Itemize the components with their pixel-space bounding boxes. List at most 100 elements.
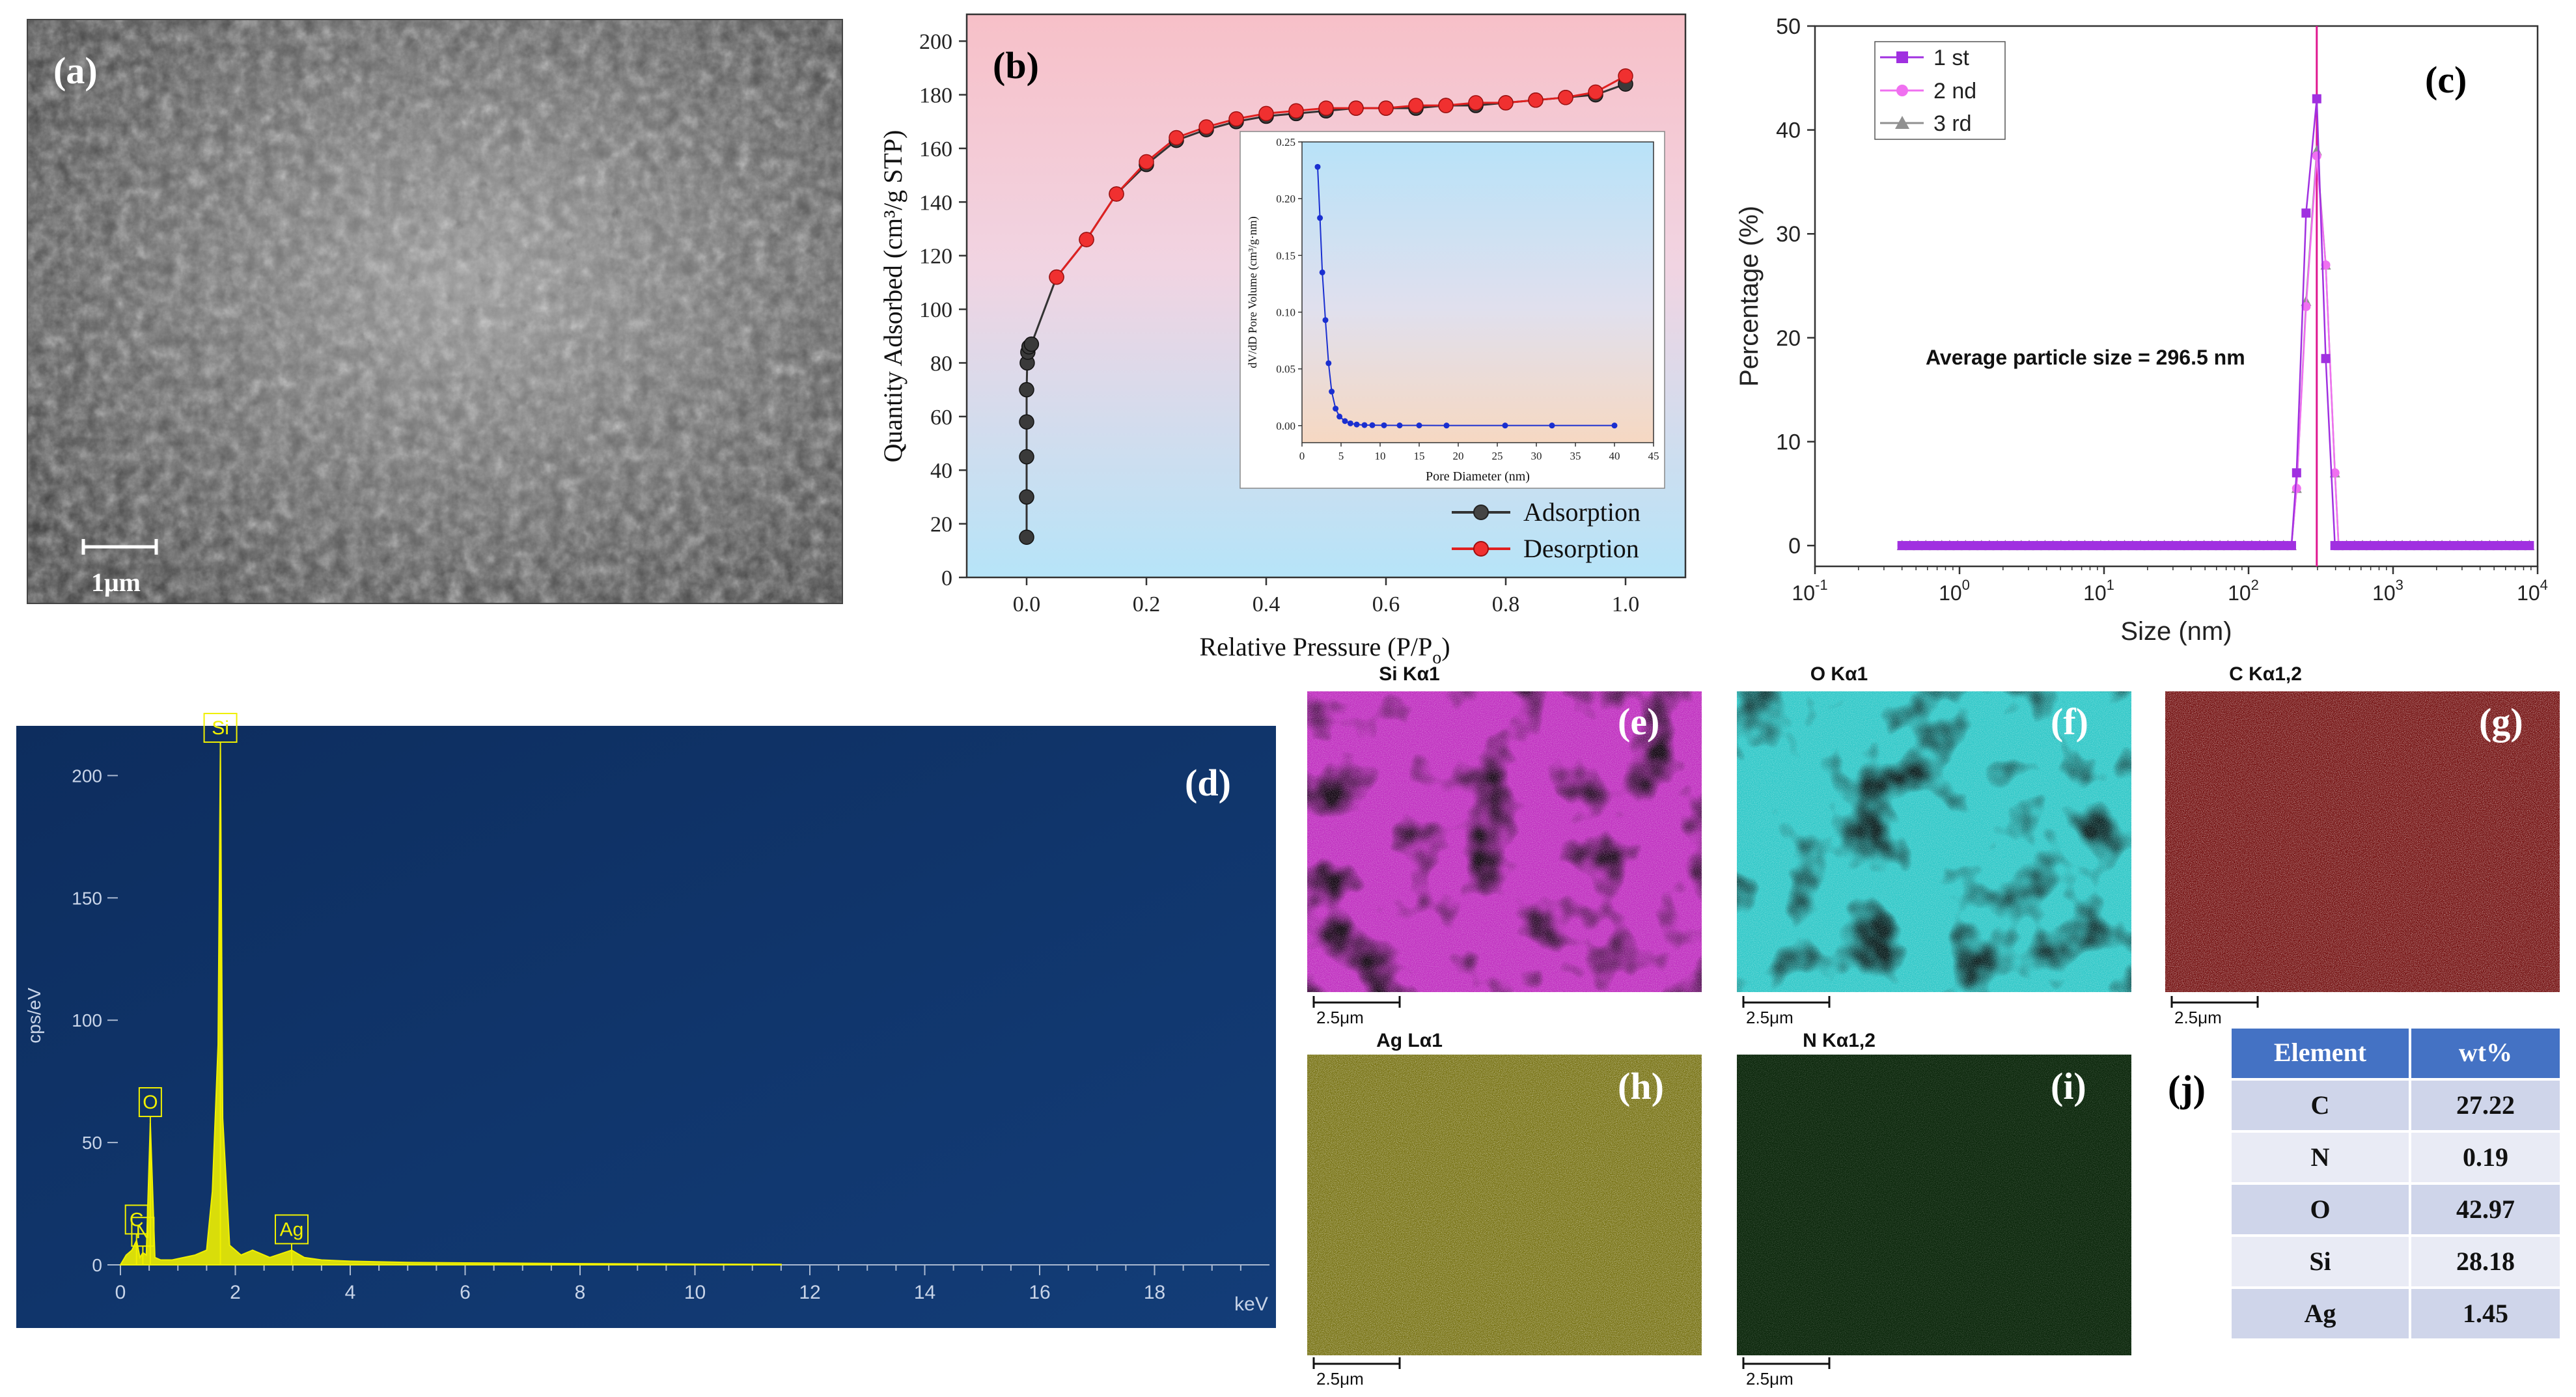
inset-x-tick-label: 30	[1531, 450, 1542, 462]
bet-point-adsorption	[1019, 489, 1034, 505]
dls-point-1st	[2366, 541, 2375, 551]
map-scalebar-ag: 2.5μm	[1316, 1369, 1364, 1389]
bet-point-desorption	[1378, 100, 1394, 116]
bet-inset: 0.00 0.05 0.10 0.15 0.20 0.25 0 5 10 15 20 25 30 35 40…	[1240, 131, 1665, 489]
map-title-n: N Kα1,2	[1803, 1030, 1876, 1051]
inset-point	[1416, 422, 1422, 429]
dls-point-1st	[2127, 541, 2137, 551]
table-cell-text: 27.22	[2456, 1090, 2515, 1120]
eds-peak-box	[124, 1204, 148, 1235]
dls-point-1st	[2001, 541, 2010, 551]
bet-x-tick-label: 0.8	[1492, 592, 1520, 616]
eds-peak-label: O	[143, 1092, 158, 1113]
bet-point-desorption	[1198, 119, 1214, 135]
inset-y-tick-label: 0.05	[1276, 363, 1295, 376]
legend-marker-desorption	[1473, 541, 1489, 557]
inset-point	[1381, 422, 1387, 428]
legend-label-2nd: 2 nd	[1933, 79, 1976, 104]
bet-point-adsorption	[1019, 449, 1034, 465]
inset-y-tick-label: 0.10	[1276, 307, 1295, 319]
table-cell	[2232, 1237, 2409, 1286]
dls-point-1st	[1945, 541, 1954, 551]
eds-x-tick-label: 4	[345, 1282, 356, 1303]
dls-point-1st	[2493, 541, 2502, 551]
eds-x-tick-label: 0	[115, 1282, 126, 1303]
panel-letter-a: (a)	[53, 49, 98, 92]
inset-point	[1336, 413, 1343, 420]
dls-point-1st	[2477, 541, 2487, 551]
panel-letter-b: (b)	[993, 44, 1039, 87]
map-title-si: Si Kα1	[1379, 663, 1439, 685]
dls-y-tick-label: 50	[1776, 14, 1801, 39]
bet-y-tick-label: 20	[930, 513, 952, 537]
bet-y-tick-label: 60	[930, 406, 952, 430]
eds-y-axis-label: cps/eV	[24, 988, 44, 1044]
bet-series	[1019, 68, 1633, 545]
dls-x-tick-label: 101	[2083, 577, 2114, 605]
dls-axes: 0 10 20 30 40 50 10-1 100 101 102 103 104	[1776, 14, 2548, 605]
inset-y-tick-label: 0.20	[1276, 193, 1295, 205]
inset-point	[1353, 421, 1360, 428]
map-o: O Kα1 (f) 2.5μm	[1737, 663, 2131, 1027]
bet-point-adsorption	[1019, 529, 1034, 545]
eds-x-axis-label: keV	[1234, 1293, 1268, 1315]
dls-point-1st	[2321, 353, 2331, 363]
dls-x-tick-label: 10-1	[1792, 577, 1827, 605]
sem-image-texture	[27, 20, 842, 603]
dls-series	[1896, 26, 2535, 566]
eds-x-tick-label: 12	[799, 1282, 820, 1303]
inset-point	[1369, 422, 1376, 428]
table-cell	[2232, 1289, 2409, 1338]
dls-point-1st	[2301, 208, 2311, 218]
inset-series-line	[1317, 167, 1614, 426]
table-cell	[2411, 1081, 2560, 1130]
inset-point	[1322, 317, 1329, 324]
eds-peak-box	[274, 1214, 309, 1245]
dls-point-1st	[2500, 541, 2510, 551]
eds-y-tick-label: 50	[82, 1133, 102, 1153]
dls-point-2nd	[2330, 468, 2340, 478]
dls-point-1st	[2453, 541, 2463, 551]
dls-point-1st	[2286, 541, 2296, 551]
table-cell-text: O	[2310, 1195, 2330, 1224]
bet-x-axis-label: Relative Pressure (P/Po)	[1199, 632, 1450, 668]
dls-legend: 1 st 2 nd 3 rd	[1874, 41, 2006, 140]
bet-y-axis-label: Quantity Adsorbed (cm³/g STP)	[878, 130, 907, 463]
dls-point-1st	[1937, 541, 1946, 551]
dls-point-1st	[2025, 541, 2034, 551]
table-cell-text: C	[2311, 1090, 2330, 1120]
bet-x-tick-label: 0.6	[1372, 592, 1400, 616]
eds-peak-label: Ag	[280, 1219, 304, 1240]
bet-point-desorption	[1588, 84, 1603, 100]
panel-c: 0 10 20 30 40 50 10-1 100 101 102 103 104 (c) Avera…	[1735, 14, 2548, 646]
inset-series	[1314, 163, 1618, 429]
dls-y-axis-label: Percentage (%)	[1735, 206, 1764, 387]
bet-y-tick-label: 180	[919, 84, 952, 108]
panel-letter-f: (f)	[2051, 700, 2088, 743]
inset-point	[1317, 215, 1323, 221]
dls-point-1st	[1993, 541, 2002, 551]
bet-y-tick-label: 120	[919, 245, 952, 269]
bet-point-desorption	[1408, 98, 1424, 113]
eds-x-tick-label: 10	[684, 1282, 706, 1303]
bet-y-tick-label: 0	[941, 566, 952, 590]
dls-point-1st	[1929, 541, 1939, 551]
eds-x-tick-label: 18	[1144, 1282, 1165, 1303]
legend-label-desorption: Desorption	[1523, 534, 1639, 563]
inset-point	[1342, 418, 1348, 424]
dls-point-1st	[2255, 541, 2265, 551]
table-cell	[2411, 1133, 2560, 1182]
dls-point-1st	[2485, 541, 2495, 551]
table-header-text: wt%	[2459, 1038, 2512, 1067]
dls-point-1st	[2398, 541, 2407, 551]
dls-point-1st	[2199, 541, 2209, 551]
inset-plot-area	[1301, 141, 1654, 443]
dls-point-2nd	[2312, 151, 2321, 161]
table-cell	[2411, 1237, 2560, 1286]
eds-x-tick-label: 2	[230, 1282, 241, 1303]
dls-point-1st	[2525, 541, 2534, 551]
bet-point-adsorption	[1023, 336, 1040, 352]
dls-point-2nd	[2292, 484, 2301, 493]
inset-point	[1347, 420, 1353, 426]
